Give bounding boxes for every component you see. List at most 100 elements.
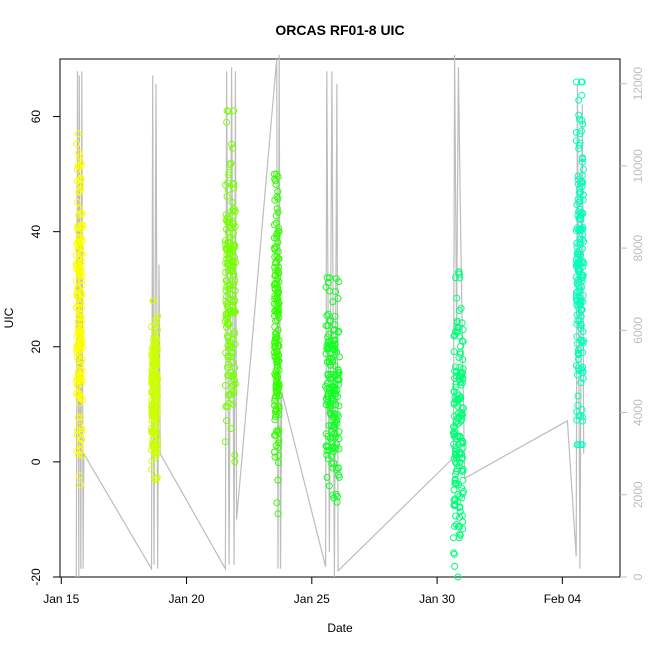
- x-tick-label: Jan 20: [169, 592, 205, 606]
- data-point: [272, 411, 280, 418]
- data-point: [77, 340, 85, 348]
- data-point: [450, 348, 458, 356]
- data-point: [222, 277, 230, 284]
- data-point: [151, 406, 159, 414]
- y-tick-label: 60: [29, 110, 43, 124]
- data-point: [454, 327, 462, 335]
- data-point: [579, 191, 587, 199]
- data-point: [577, 78, 585, 86]
- chart-title: ORCAS RF01-8 UIC: [275, 22, 404, 38]
- data-point: [153, 348, 161, 355]
- data-point: [579, 291, 587, 299]
- data-point: [149, 336, 157, 344]
- data-point: [330, 410, 338, 418]
- data-point: [76, 310, 84, 318]
- data-point: [455, 270, 463, 278]
- data-point: [270, 170, 278, 178]
- data-point: [572, 273, 580, 281]
- data-point: [150, 333, 158, 340]
- data-point: [327, 337, 335, 345]
- data-point: [574, 401, 582, 409]
- x-tick-label: Jan 30: [419, 592, 455, 606]
- data-point: [323, 451, 331, 459]
- data-point: [451, 458, 459, 466]
- data-point: [231, 254, 238, 262]
- data-point: [153, 360, 161, 368]
- data-point: [331, 312, 339, 320]
- data-point: [274, 188, 282, 196]
- data-point: [74, 414, 82, 422]
- data-point: [227, 281, 235, 289]
- data-point: [222, 314, 230, 322]
- data-point: [329, 298, 337, 306]
- series-points: [322, 274, 343, 506]
- data-point: [328, 438, 336, 446]
- data-point: [73, 427, 81, 435]
- y2-tick-label: 10000: [631, 149, 645, 183]
- data-point: [333, 348, 341, 356]
- data-point: [75, 270, 83, 278]
- data-point: [577, 441, 585, 449]
- data-point: [153, 343, 161, 351]
- data-point: [270, 349, 278, 357]
- data-point: [324, 455, 332, 463]
- data-point: [223, 363, 231, 371]
- series-points: [221, 107, 239, 466]
- data-point: [451, 522, 459, 530]
- data-point: [230, 330, 238, 338]
- y2-tick-label: 6000: [631, 317, 645, 344]
- data-point: [230, 184, 238, 192]
- data-point: [78, 451, 86, 459]
- data-point: [456, 458, 464, 466]
- data-point: [227, 425, 235, 432]
- data-point: [75, 211, 83, 219]
- data-point: [231, 287, 239, 295]
- data-point: [149, 360, 157, 368]
- data-point: [152, 380, 160, 388]
- data-point: [573, 239, 581, 247]
- data-point: [231, 380, 239, 388]
- data-point: [452, 418, 460, 426]
- data-point: [575, 351, 583, 359]
- data-point: [78, 210, 86, 218]
- data-point: [575, 267, 583, 275]
- data-point: [331, 372, 339, 380]
- data-point: [574, 346, 582, 354]
- data-point: [574, 172, 582, 180]
- data-point: [577, 320, 585, 328]
- data-point: [228, 198, 236, 206]
- data-point: [230, 107, 238, 115]
- data-point: [222, 237, 229, 245]
- data-point: [452, 521, 460, 528]
- data-point: [150, 440, 158, 447]
- data-point: [452, 512, 460, 520]
- data-point: [229, 400, 237, 408]
- data-point: [78, 356, 86, 363]
- data-point: [572, 129, 580, 136]
- data-point: [573, 289, 580, 297]
- data-point: [573, 297, 581, 305]
- data-point: [75, 149, 83, 157]
- data-point: [274, 209, 282, 216]
- data-point: [458, 415, 466, 423]
- data-point: [458, 494, 466, 502]
- data-point: [222, 216, 230, 224]
- data-point: [273, 347, 280, 355]
- data-point: [452, 470, 460, 478]
- data-point: [75, 451, 82, 459]
- data-point: [459, 365, 467, 373]
- data-point: [222, 259, 230, 267]
- data-point: [154, 312, 161, 320]
- data-point: [77, 223, 84, 231]
- data-point: [456, 508, 464, 516]
- data-point: [148, 389, 156, 397]
- data-point: [223, 332, 231, 340]
- data-point: [576, 185, 584, 193]
- y2-tick-label: 8000: [631, 234, 645, 261]
- data-point: [323, 379, 331, 387]
- data-point: [574, 392, 582, 400]
- data-point: [579, 363, 587, 371]
- y2-tick-label: 12000: [631, 67, 645, 101]
- data-point: [275, 452, 283, 459]
- data-point: [222, 241, 230, 248]
